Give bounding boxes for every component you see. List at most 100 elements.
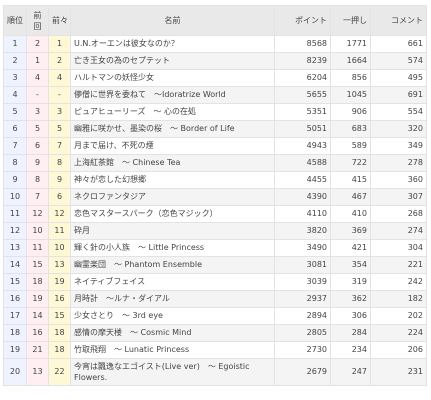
first-vote-cell: 410: [330, 205, 371, 223]
header-prev2: 前々: [48, 5, 71, 36]
prev-rank-cell: 11: [26, 239, 49, 257]
points-cell: 3820: [274, 222, 331, 240]
first-vote-cell: 284: [330, 324, 371, 342]
song-name-cell: ハルトマンの妖怪少女: [70, 69, 275, 87]
prev-rank-cell: 10: [26, 222, 49, 240]
song-name-cell: 儚僧に世界を委ねて ～Idoratrize World: [70, 86, 275, 104]
table-row: 15 18 19 ネイティブフェイス 3039 319 242: [3, 273, 427, 291]
prev2-rank-cell: 18: [48, 341, 71, 359]
first-vote-cell: 362: [330, 290, 371, 308]
prev2-rank-cell: 7: [48, 137, 71, 155]
table-row: 6 5 5 幽雅に咲かせ、墨染の桜 ～ Border of Life 5051 683 32…: [3, 120, 427, 138]
song-name-cell: 月まで届け、不死の煙: [70, 137, 275, 155]
prev2-rank-cell: 8: [48, 154, 71, 172]
table-row: 3 4 4 ハルトマンの妖怪少女 6204 856 495: [3, 69, 427, 87]
prev-rank-cell: 2: [26, 35, 49, 53]
song-name-cell: ピュアヒューリーズ ～ 心の在処: [70, 103, 275, 121]
song-name-cell: 恋色マスタースパーク（恋色マジック）: [70, 205, 275, 223]
points-cell: 4110: [274, 205, 331, 223]
rank-cell: 14: [3, 256, 27, 274]
comments-cell: 231: [370, 358, 427, 386]
header-prev: 前回: [26, 5, 49, 36]
points-cell: 2679: [274, 358, 331, 386]
table-row: 11 12 12 恋色マスタースパーク（恋色マジック） 4110 410 268: [3, 205, 427, 223]
prev2-rank-cell: 10: [48, 239, 71, 257]
comments-cell: 224: [370, 324, 427, 342]
comments-cell: 278: [370, 154, 427, 172]
points-cell: 4390: [274, 188, 331, 206]
prev2-rank-cell: 22: [48, 358, 71, 386]
ranking-table: 順位 前回 前々 名前 ポイント 一押し コメント 1 2 1 U.N.オーエンは彼女…: [3, 5, 427, 386]
table-row: 14 15 13 幽霊楽団 ～ Phantom Ensemble 3081 354 221: [3, 256, 427, 274]
table-row: 17 14 15 少女さとり ～ 3rd eye 2894 306 202: [3, 307, 427, 325]
first-vote-cell: 415: [330, 171, 371, 189]
rank-cell: 13: [3, 239, 27, 257]
comments-cell: 242: [370, 273, 427, 291]
points-cell: 5655: [274, 86, 331, 104]
points-cell: 2730: [274, 341, 331, 359]
table-row: 4- - 儚僧に世界を委ねて ～Idoratrize World 5655 1045 69…: [3, 86, 427, 104]
song-name-cell: ネクロファンタジア: [70, 188, 275, 206]
header-points: ポイント: [274, 5, 331, 36]
comments-cell: 320: [370, 120, 427, 138]
points-cell: 5351: [274, 103, 331, 121]
song-name-cell: 今宵は飄逸なエゴイスト(Live ver) ～ Egoistic Flowers…: [70, 358, 275, 386]
prev2-rank-cell: -: [48, 86, 71, 104]
first-vote-cell: 421: [330, 239, 371, 257]
prev-rank-cell: -: [26, 86, 49, 104]
table-row: 20 13 22 今宵は飄逸なエゴイスト(Live ver) ～ Egoistic F…: [3, 358, 427, 386]
prev2-rank-cell: 6: [48, 188, 71, 206]
rank-cell: 6: [3, 120, 27, 138]
header-comments: コメント: [370, 5, 427, 36]
prev-rank-cell: 18: [26, 273, 49, 291]
comments-cell: 206: [370, 341, 427, 359]
first-vote-cell: 369: [330, 222, 371, 240]
song-name-cell: 幽雅に咲かせ、墨染の桜 ～ Border of Life: [70, 120, 275, 138]
table-row: 1 2 1 U.N.オーエンは彼女なのか？ 8568 1771 661: [3, 35, 427, 53]
rank-cell: 1: [3, 35, 27, 53]
first-vote-cell: 1664: [330, 52, 371, 70]
points-cell: 4455: [274, 171, 331, 189]
points-cell: 3490: [274, 239, 331, 257]
prev2-rank-cell: 9: [48, 171, 71, 189]
prev-rank-cell: 15: [26, 256, 49, 274]
prev2-rank-cell: 12: [48, 205, 71, 223]
points-cell: 2805: [274, 324, 331, 342]
comments-cell: 495: [370, 69, 427, 87]
prev2-rank-cell: 18: [48, 324, 71, 342]
first-vote-cell: 589: [330, 137, 371, 155]
rank-cell: 15: [3, 273, 27, 291]
comments-cell: 574: [370, 52, 427, 70]
table-row: 19 21 18 竹取飛翔 ～ Lunatic Princess 2730 234 206: [3, 341, 427, 359]
song-name-cell: 少女さとり ～ 3rd eye: [70, 307, 275, 325]
song-name-cell: 砕月: [70, 222, 275, 240]
comments-cell: 691: [370, 86, 427, 104]
first-vote-cell: 467: [330, 188, 371, 206]
table-row: 16 19 16 月時計 ～ルナ・ダイアル 2937 362 182: [3, 290, 427, 308]
header-first: 一押し: [330, 5, 371, 36]
prev-rank-cell: 13: [26, 358, 49, 386]
points-cell: 6204: [274, 69, 331, 87]
comments-cell: 202: [370, 307, 427, 325]
song-name-cell: 輝く針の小人族 ～ Little Princess: [70, 239, 275, 257]
points-cell: 2894: [274, 307, 331, 325]
song-name-cell: 竹取飛翔 ～ Lunatic Princess: [70, 341, 275, 359]
comments-cell: 661: [370, 35, 427, 53]
rank-cell: 3: [3, 69, 27, 87]
rank-cell: 18: [3, 324, 27, 342]
prev-rank-cell: 14: [26, 307, 49, 325]
table-row: 12 10 11 砕月 3820 369 274: [3, 222, 427, 240]
rank-cell: 9: [3, 171, 27, 189]
rank-cell: 17: [3, 307, 27, 325]
header-name: 名前: [70, 5, 275, 36]
first-vote-cell: 906: [330, 103, 371, 121]
prev-rank-cell: 4: [26, 69, 49, 87]
table-row: 2 1 2 亡き王女の為のセプテット 8239 1664 574: [3, 52, 427, 70]
rank-cell: 12: [3, 222, 27, 240]
table-row: 5 3 3 ピュアヒューリーズ ～ 心の在処 5351 906 554: [3, 103, 427, 121]
first-vote-cell: 319: [330, 273, 371, 291]
table-row: 13 11 10 輝く針の小人族 ～ Little Princess 3490 421 30…: [3, 239, 427, 257]
table-row: 10 7 6 ネクロファンタジア 4390 467 307: [3, 188, 427, 206]
prev-rank-cell: 3: [26, 103, 49, 121]
prev2-rank-cell: 16: [48, 290, 71, 308]
